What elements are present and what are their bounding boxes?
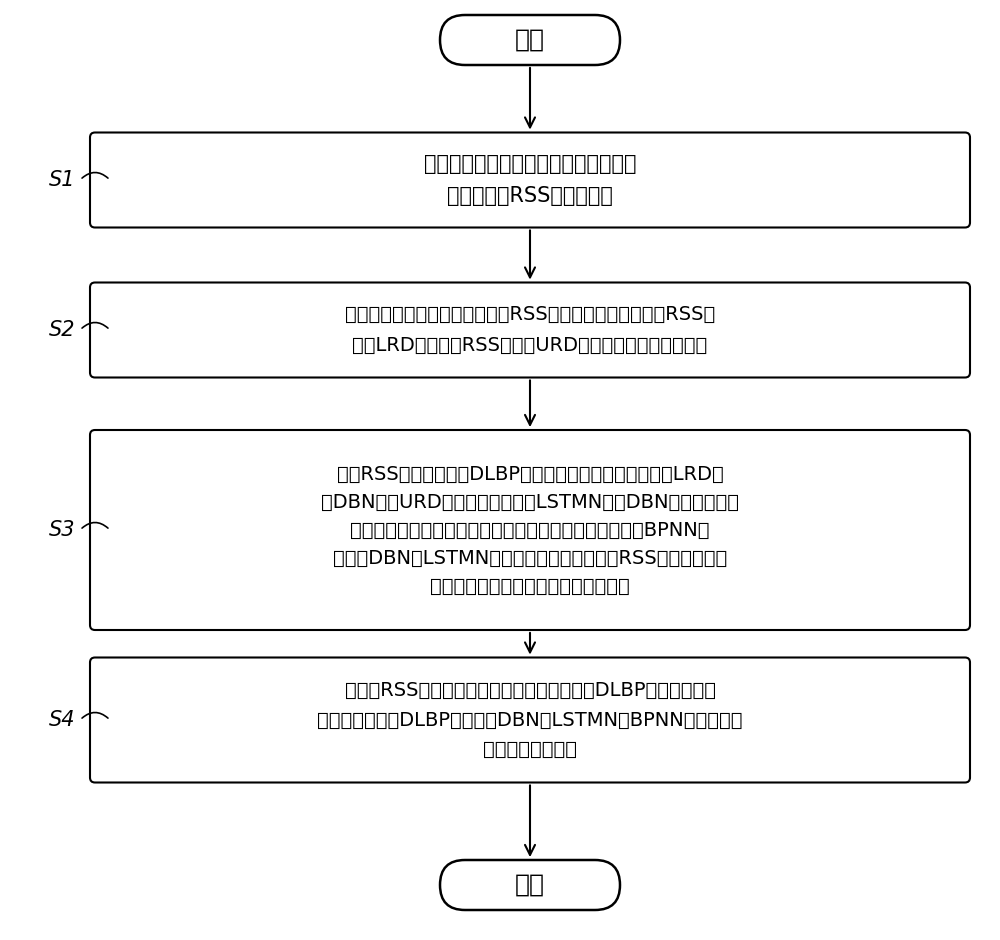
Text: S2: S2 <box>49 320 75 340</box>
FancyBboxPatch shape <box>440 860 620 910</box>
Text: 通过RSS训练数据集对DLBP模型进行训练，具体为：利用LRD训
练DBN估计URD对应的位置信息；LSTMN利用DBN估计结果和少
量位置样本构成的历史轨迹信: 通过RSS训练数据集对DLBP模型进行训练，具体为：利用LRD训 练DBN估计U… <box>321 464 739 596</box>
FancyBboxPatch shape <box>440 15 620 65</box>
Text: 开始: 开始 <box>515 28 545 52</box>
FancyBboxPatch shape <box>90 430 970 630</box>
Text: S1: S1 <box>49 170 75 190</box>
FancyBboxPatch shape <box>90 283 970 378</box>
Text: 构建分布式大规模多天线系统，根据其
射模型生成RSS训练数据集: 构建分布式大规模多天线系统，根据其 射模型生成RSS训练数据集 <box>424 153 636 207</box>
Text: 结束: 结束 <box>515 873 545 897</box>
FancyBboxPatch shape <box>90 657 970 782</box>
Text: 将不同RSS向量作为测试数据集对训练完成的DLBP模型进行测试
，通过逐步激活DLBP模型中的DBN、LSTMN和BPNN，实现多网
络高精度三维定位: 将不同RSS向量作为测试数据集对训练完成的DLBP模型进行测试 ，通过逐步激活D… <box>317 681 743 759</box>
Text: S4: S4 <box>49 710 75 730</box>
Text: S3: S3 <box>49 520 75 540</box>
FancyBboxPatch shape <box>90 133 970 227</box>
Text: 以是否包含位置信息为依据，将RSS训练数据集分为已标记RSS数
据集LRD和未标记RSS数据集URD，并按时间顺序进行排序: 以是否包含位置信息为依据，将RSS训练数据集分为已标记RSS数 据集LRD和未标… <box>345 305 715 355</box>
